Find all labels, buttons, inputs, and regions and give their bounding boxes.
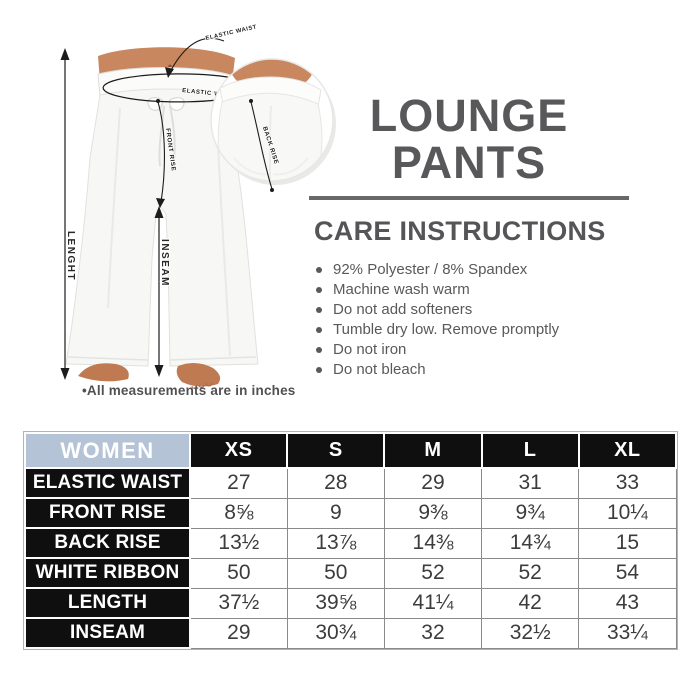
right-foot (176, 362, 221, 387)
pants-front (65, 88, 259, 367)
measurements-note: •All measurements are in inches (82, 383, 296, 398)
row-label-length: LENGTH (24, 587, 191, 619)
elastic-waist-callout-line (165, 37, 225, 78)
drawstring-ends (158, 105, 176, 167)
table-row: WHITE RIBBON 50 50 52 52 54 (24, 557, 677, 589)
fabric-crease (107, 107, 121, 309)
cell-value: 13⅞ (286, 527, 385, 559)
cell-value: 31 (481, 467, 580, 499)
cell-value: 15 (578, 527, 677, 559)
col-header-m: M (383, 432, 483, 469)
care-item-text: Machine wash warm (333, 281, 470, 298)
cell-value: 9 (286, 497, 385, 529)
cell-value: 52 (481, 557, 580, 589)
care-item-text: Do not bleach (333, 361, 426, 378)
inseam-arrow (154, 206, 164, 377)
col-header-s: S (286, 432, 386, 469)
row-label-back-rise: BACK RISE (24, 527, 191, 559)
left-foot (78, 363, 129, 382)
row-label-front-rise: FRONT RISE (24, 497, 191, 529)
cell-value: 33¼ (578, 617, 677, 649)
care-list: 92% Polyester / 8% Spandex Machine wash … (314, 260, 689, 380)
table-row: ELASTIC WAIST 27 28 29 31 33 (24, 467, 677, 499)
cell-value: 32½ (481, 617, 580, 649)
cell-value: 30¾ (286, 617, 385, 649)
cell-value: 50 (189, 557, 288, 589)
cell-value: 32 (383, 617, 483, 649)
elastic-waist-callout-label: ELASTIC WAIST (205, 24, 258, 42)
length-label: LENGHT (65, 231, 76, 281)
cell-value: 54 (578, 557, 677, 589)
front-rise-line (156, 99, 165, 208)
cell-value: 14⅜ (383, 527, 483, 559)
cell-value: 42 (481, 587, 580, 619)
care-item: 92% Polyester / 8% Spandex (314, 260, 689, 280)
bullet-icon (316, 327, 322, 333)
table-row: INSEAM 29 30¾ 32 32½ 33¼ (24, 617, 677, 649)
care-item-text: Tumble dry low. Remove promptly (333, 321, 560, 338)
care-item: Do not iron (314, 340, 689, 360)
cell-value: 28 (286, 467, 385, 499)
bullet-icon (316, 347, 322, 353)
back-shading (233, 157, 309, 176)
pants-measurement-illustration: LENGHT INSEAM ELASTIC WAIST ELASTIC WAIS… (20, 8, 340, 400)
pant-hems (67, 356, 257, 361)
care-item-text: 92% Polyester / 8% Spandex (333, 261, 528, 278)
care-item-text: Do not iron (333, 341, 407, 358)
table-header-row: WOMEN XS S M L XL (24, 432, 678, 469)
page-title-line2: PANTS (391, 137, 547, 188)
col-header-l: L (480, 432, 580, 469)
bullet-icon (316, 367, 322, 373)
cell-value: 9⅜ (383, 497, 483, 529)
cell-value: 52 (383, 557, 483, 589)
bullet-icon (316, 307, 322, 313)
size-table: WOMEN XS S M L XL ELASTIC WAIST 27 28 29… (24, 432, 678, 649)
table-row: FRONT RISE 8⅝ 9 9⅜ 9¾ 10¼ (24, 497, 677, 529)
care-item: Do not bleach (314, 360, 689, 380)
cell-value: 33 (578, 467, 677, 499)
cell-value: 10¼ (578, 497, 677, 529)
row-label-white-ribbon: WHITE RIBBON (24, 557, 191, 589)
title-block: LOUNGE PANTS (309, 92, 629, 200)
care-item-text: Do not add softeners (333, 301, 473, 318)
col-header-xs: XS (188, 432, 289, 469)
row-label-elastic-waist: ELASTIC WAIST (24, 467, 191, 499)
table-corner-women: WOMEN (24, 432, 191, 469)
bullet-icon (316, 287, 322, 293)
table-row: LENGTH 37½ 39⅝ 41¼ 42 43 (24, 587, 677, 619)
back-center-seam (268, 105, 272, 181)
row-label-inseam: INSEAM (24, 617, 191, 649)
cell-value: 39⅝ (286, 587, 385, 619)
care-item: Do not add softeners (314, 300, 689, 320)
cell-value: 9¾ (481, 497, 580, 529)
cell-value: 14¾ (481, 527, 580, 559)
cell-value: 29 (189, 617, 288, 649)
bullet-icon (316, 267, 322, 273)
care-instructions-section: CARE INSTRUCTIONS 92% Polyester / 8% Spa… (314, 216, 689, 380)
title-divider (309, 196, 629, 200)
cell-value: 13½ (189, 527, 288, 559)
cell-value: 29 (383, 467, 483, 499)
cell-value: 41¼ (383, 587, 483, 619)
cell-value: 8⅝ (189, 497, 288, 529)
care-item: Machine wash warm (314, 280, 689, 300)
pants-illustration-svg: LENGHT INSEAM ELASTIC WAIST ELASTIC WAIS… (60, 23, 336, 389)
cell-value: 50 (286, 557, 385, 589)
page-title-line1: LOUNGE (369, 90, 569, 141)
toes (191, 382, 213, 389)
length-arrow (60, 48, 70, 380)
table-row: BACK RISE 13½ 13⅞ 14⅜ 14¾ 15 (24, 527, 677, 559)
cell-value: 27 (189, 467, 288, 499)
care-item: Tumble dry low. Remove promptly (314, 320, 689, 340)
cell-value: 37½ (189, 587, 288, 619)
cell-value: 43 (578, 587, 677, 619)
col-header-xl: XL (577, 432, 678, 469)
inseam-label: INSEAM (159, 239, 170, 287)
care-heading: CARE INSTRUCTIONS (314, 216, 606, 246)
back-rise-line (249, 99, 274, 192)
size-table-section: WOMEN XS S M L XL ELASTIC WAIST 27 28 29… (24, 432, 678, 649)
back-view-inset: BACK RISE (210, 58, 336, 192)
